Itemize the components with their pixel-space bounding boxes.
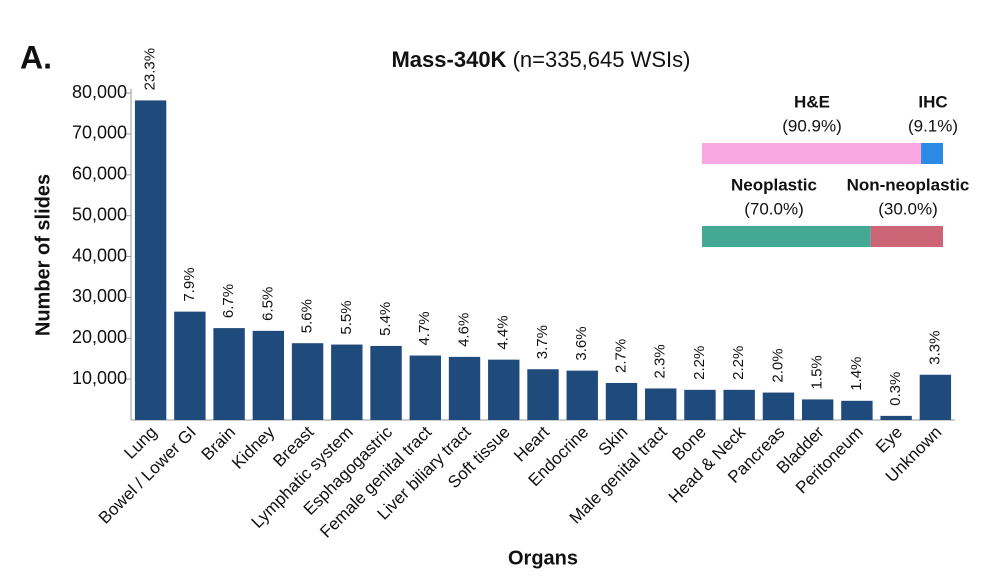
bar [252,330,285,420]
title-main: Mass-340K [391,47,506,72]
value-label: 4.4% [495,315,512,349]
bar [331,344,363,420]
bar [566,370,598,420]
value-label: 5.4% [377,302,394,336]
x-axis-label: Organs [508,547,578,569]
value-label: 23.3% [142,48,159,91]
bar [919,374,952,420]
value-label: 5.5% [338,300,355,334]
x-tick-label: Eye [872,423,906,457]
chart-title: Mass-340K (n=335,645 WSIs) [391,47,690,72]
inset-name: IHC [918,92,947,111]
value-label: 3.3% [926,331,943,365]
bar [527,369,559,420]
value-label: 6.5% [259,287,276,321]
title-note: (n=335,645 WSIs) [513,47,691,72]
value-label: 2.2% [730,346,747,380]
value-label: 4.6% [455,313,472,347]
value-label: 7.9% [181,267,198,301]
bar [762,392,795,420]
bar [488,359,520,420]
y-axis-label: Number of slides [32,174,54,336]
value-label: 2.3% [652,344,669,378]
panel-label: A. [20,39,52,75]
value-label: 5.6% [299,299,316,333]
bar [409,355,441,420]
bar [134,100,167,421]
bar [370,345,402,420]
inset-value-label: (9.1%) [908,116,958,135]
bar [841,400,873,420]
bar [213,328,245,420]
inset-value-label: (90.9%) [782,116,842,135]
y-tick-label: 80,000 [72,82,127,102]
y-tick-label: 70,000 [72,123,127,143]
bar [645,388,677,420]
value-label: 3.7% [534,325,551,359]
value-label: 0.3% [887,372,904,406]
y-tick-label: 40,000 [72,245,127,265]
value-label: 2.7% [612,339,629,373]
bar [605,382,638,420]
inset-name: Neoplastic [731,175,817,194]
y-tick-label: 60,000 [72,164,127,184]
value-label: 2.2% [691,346,708,380]
x-tick-label: Kidney [228,422,279,473]
value-label: 1.4% [848,357,865,391]
bar [174,311,206,420]
value-label: 3.6% [573,326,590,360]
bar [448,356,481,420]
y-tick-label: 10,000 [72,368,127,388]
value-label: 2.0% [769,348,786,382]
inset-name: Non-neoplastic [847,175,970,194]
y-tick-label: 30,000 [72,286,127,306]
bar [723,389,755,420]
value-label: 4.7% [416,311,433,345]
bar [684,389,716,420]
inset-segment [921,143,943,164]
inset-value-label: (30.0%) [878,199,938,218]
value-label: 1.5% [809,355,826,389]
y-tick-label: 50,000 [72,204,127,224]
inset-segment [870,226,943,247]
y-tick-label: 20,000 [72,327,127,347]
bar [291,343,324,420]
inset-segment [702,226,871,247]
value-label: 6.7% [220,284,237,318]
inset-name: H&E [794,92,830,111]
bar [801,399,834,420]
inset-segment [702,143,922,164]
inset-value-label: (70.0%) [744,199,804,218]
bar [880,415,912,420]
